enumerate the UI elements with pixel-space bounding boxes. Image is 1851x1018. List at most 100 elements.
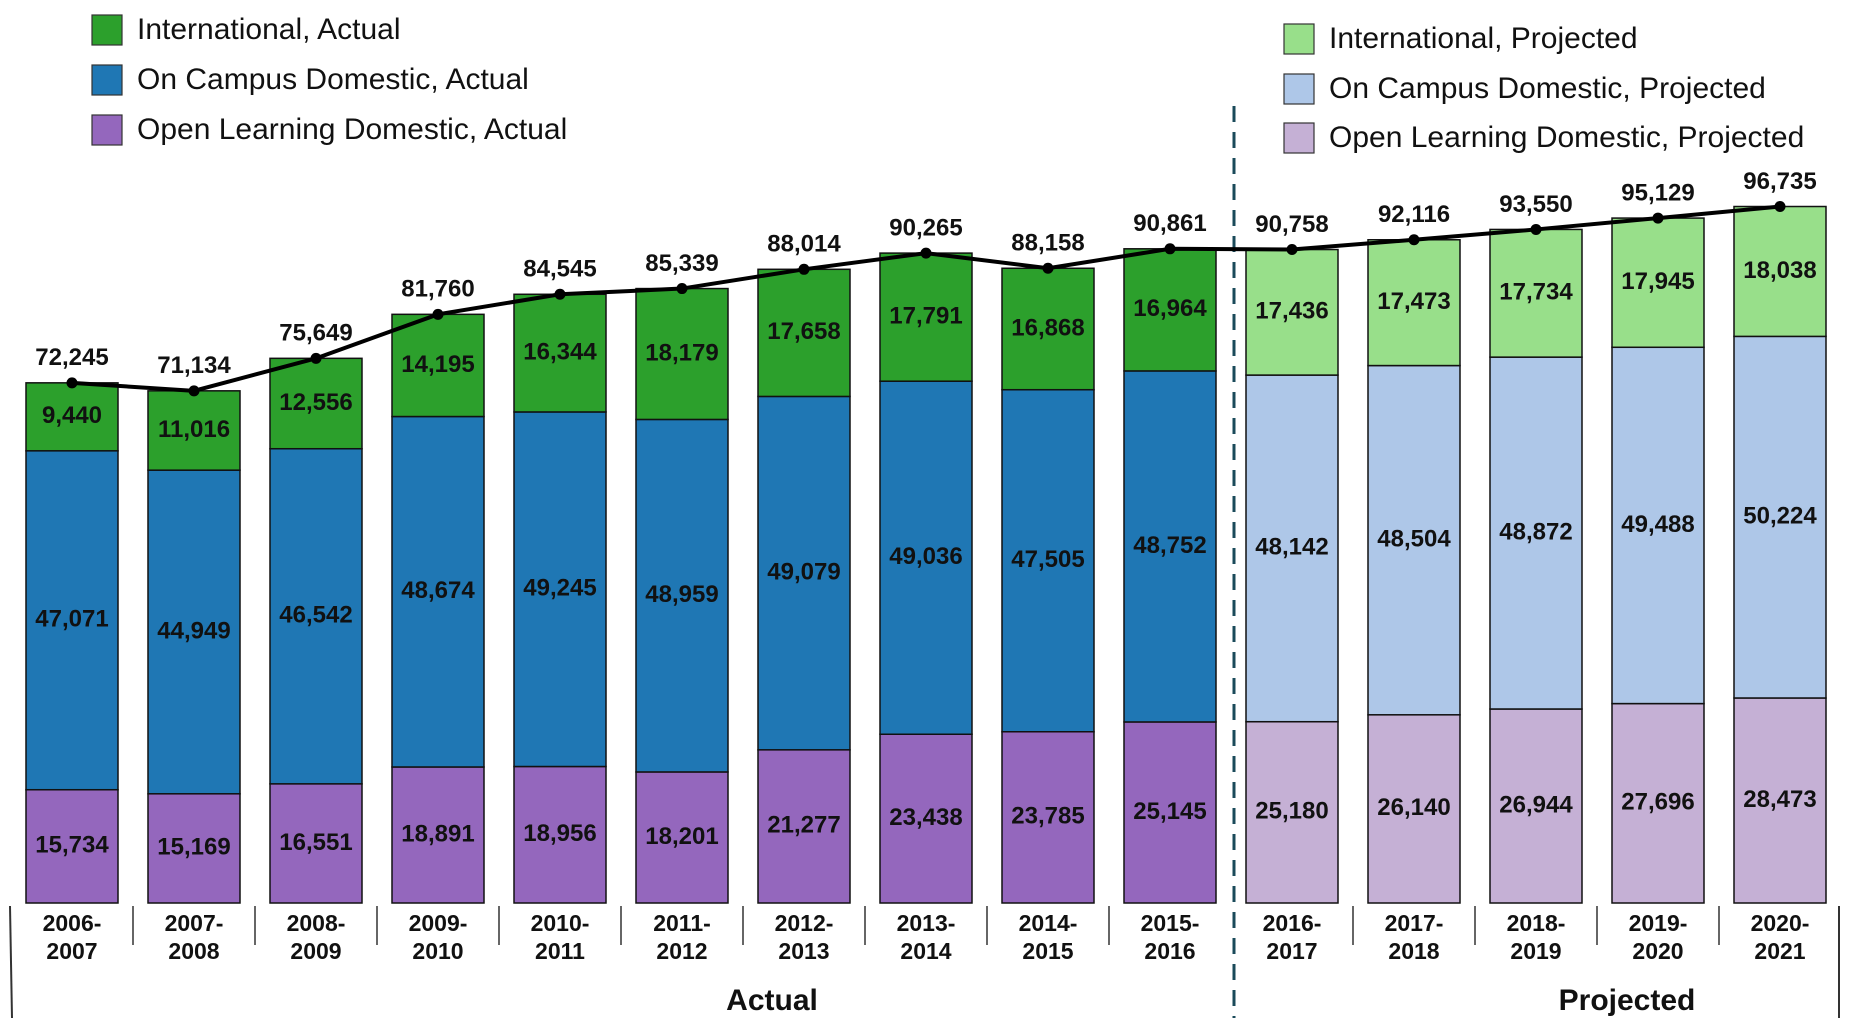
bar-segment (1123, 248, 1217, 372)
data-label: 48,504 (1377, 526, 1451, 553)
bar-segment (513, 765, 607, 904)
data-label: 46,542 (279, 602, 352, 629)
bar-segment (1489, 356, 1583, 710)
total-marker (1042, 262, 1054, 274)
bar-segment (25, 788, 119, 904)
x-tick-label: 2015-2016 (1140, 910, 1200, 964)
x-tick-label: 2010-2011 (530, 910, 590, 964)
total-label: 95,129 (1621, 179, 1694, 206)
data-label: 27,696 (1621, 789, 1694, 816)
total-label: 75,649 (279, 320, 352, 347)
bar-segment (1611, 217, 1705, 349)
bar-segment (147, 793, 241, 904)
total-label: 96,735 (1743, 168, 1816, 195)
total-label: 92,116 (1378, 201, 1450, 228)
bar-segment (513, 293, 607, 413)
data-label: 47,505 (1011, 546, 1084, 573)
data-label: 17,945 (1621, 268, 1694, 295)
x-tick-label: 2013-2014 (896, 910, 956, 964)
data-label: 17,734 (1499, 279, 1573, 306)
bar-segment (1001, 388, 1095, 733)
bar-segment (1733, 697, 1827, 904)
data-label: 11,016 (158, 416, 230, 443)
group-label: Projected (1559, 984, 1696, 1017)
bar-segment (1489, 708, 1583, 904)
data-label: 15,734 (35, 832, 109, 859)
data-label: 18,038 (1743, 257, 1816, 284)
total-marker (1286, 244, 1298, 256)
data-label: 18,956 (523, 820, 596, 847)
data-label: 18,891 (401, 820, 474, 847)
data-label: 16,551 (279, 829, 352, 856)
total-marker (66, 377, 78, 389)
data-label: 48,959 (645, 581, 718, 608)
total-marker (1164, 243, 1176, 255)
bar-segment (391, 415, 485, 768)
bar-segment (757, 395, 851, 751)
x-tick-label: 2020-2021 (1750, 910, 1810, 964)
total-label: 93,550 (1499, 191, 1572, 218)
data-label: 9,440 (42, 402, 102, 429)
legend-text: Open Learning Domestic, Actual (137, 113, 567, 146)
legend-swatch (91, 114, 123, 146)
legend-text: On Campus Domestic, Projected (1329, 72, 1766, 105)
legend-text: Open Learning Domestic, Projected (1329, 121, 1804, 154)
bar-segment (1489, 228, 1583, 358)
group-label: Actual (726, 984, 818, 1017)
x-tick-label: 2011-2012 (653, 910, 711, 964)
data-label: 44,949 (157, 617, 230, 644)
legend-swatch (91, 64, 123, 96)
data-label: 18,201 (645, 823, 718, 850)
bar-segment (269, 357, 363, 450)
bar-segment (1367, 239, 1461, 367)
data-label: 50,224 (1743, 503, 1817, 530)
bar-segment (1367, 364, 1461, 716)
bar-segment (1733, 205, 1827, 338)
total-label: 90,758 (1255, 211, 1328, 238)
x-tick-label: 2019-2020 (1628, 910, 1688, 964)
data-label: 48,752 (1133, 532, 1206, 559)
total-label: 90,861 (1133, 210, 1206, 237)
data-label: 16,344 (523, 338, 597, 365)
total-marker (432, 308, 444, 320)
data-label: 49,036 (889, 543, 962, 570)
data-label: 26,944 (1499, 791, 1573, 818)
total-marker (1530, 223, 1542, 235)
bar-segment (513, 411, 607, 768)
data-label: 25,145 (1133, 798, 1206, 825)
x-tick-label: 2008-2009 (286, 910, 346, 964)
data-label: 49,079 (767, 558, 840, 585)
total-label: 84,545 (523, 256, 596, 283)
legend-swatch (1283, 122, 1315, 154)
bar-segment (147, 390, 241, 471)
legend-text: On Campus Domestic, Actual (137, 63, 529, 96)
total-label: 88,014 (767, 231, 841, 258)
x-tick-label: 2018-2019 (1506, 910, 1566, 964)
bar-segment (147, 469, 241, 795)
bar-segment (25, 382, 119, 452)
data-label: 49,488 (1621, 511, 1694, 538)
bar-segment (879, 252, 973, 382)
data-label: 25,180 (1255, 798, 1328, 825)
total-label: 88,158 (1011, 230, 1084, 257)
data-label: 14,195 (401, 351, 474, 378)
legend-swatch (1283, 23, 1315, 55)
data-label: 21,277 (767, 812, 840, 839)
data-label: 16,868 (1011, 314, 1084, 341)
bar-segment (635, 287, 729, 421)
data-label: 12,556 (279, 389, 352, 416)
bar-segment (269, 783, 363, 904)
x-tick-label: 2012-2013 (774, 910, 834, 964)
total-marker (920, 247, 932, 259)
data-label: 47,071 (35, 606, 108, 633)
total-marker (554, 288, 566, 300)
data-label: 26,140 (1377, 794, 1450, 821)
bar-segment (1245, 374, 1339, 723)
bar-segment (757, 749, 851, 904)
total-marker (310, 352, 322, 364)
data-label: 48,674 (401, 577, 475, 604)
total-label: 90,265 (889, 214, 962, 241)
legend-text: International, Projected (1329, 22, 1638, 55)
x-tick-label: 2014-2015 (1018, 910, 1078, 964)
